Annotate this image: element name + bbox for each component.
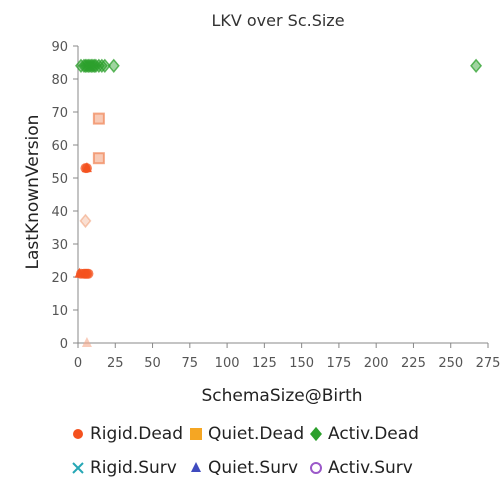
legend-marker-shape xyxy=(310,462,322,474)
y-axis-title: LastKnownVersion xyxy=(23,115,43,270)
y-tick-label: 20 xyxy=(51,271,68,286)
point-quiet-dead xyxy=(92,152,105,165)
y-tick-label: 60 xyxy=(51,139,68,154)
point-activ-dead xyxy=(95,58,108,73)
legend-item: Activ.Dead xyxy=(308,424,428,444)
point-rigid-dead xyxy=(83,268,94,279)
legend-label: Rigid.Surv xyxy=(90,458,177,478)
legend-marker-shape xyxy=(72,462,84,474)
legend-marker-cross xyxy=(72,462,84,474)
x-tick-label: 125 xyxy=(252,356,277,371)
point-quiet-dead xyxy=(92,112,105,125)
y-tick-label: 40 xyxy=(51,205,68,220)
x-tick-label: 75 xyxy=(182,356,199,371)
legend: Rigid.Dead Quiet.Dead Activ.Dead Rigid.Surv… xyxy=(70,424,490,478)
x-tick-label: 250 xyxy=(438,356,463,371)
y-tick-label: 80 xyxy=(51,73,68,88)
legend-label: Rigid.Dead xyxy=(90,424,184,444)
x-tick-label: 275 xyxy=(476,356,500,371)
x-axis-ticks: 0 25 50 75 100 125 150 175 200 225 250 275 xyxy=(74,343,500,371)
y-tick-label: 90 xyxy=(51,40,68,55)
legend-label: Activ.Surv xyxy=(328,458,413,478)
legend-marker-shape xyxy=(73,429,83,439)
point-activ-dead xyxy=(79,213,92,229)
point-activ-dead xyxy=(470,58,483,73)
point-activ-dead xyxy=(98,58,111,73)
y-tick-label: 0 xyxy=(60,337,68,352)
x-tick-label: 175 xyxy=(326,356,351,371)
y-axis-ticks: 0 10 20 30 40 50 60 70 80 90 xyxy=(51,40,78,352)
legend-marker-shape xyxy=(191,462,201,472)
legend-item: Quiet.Dead xyxy=(188,424,308,444)
legend-label: Activ.Dead xyxy=(328,424,419,444)
legend-marker-triangle xyxy=(191,462,201,472)
legend-item: Quiet.Surv xyxy=(188,458,308,478)
x-tick-label: 200 xyxy=(364,356,389,371)
legend-item: Rigid.Surv xyxy=(70,458,188,478)
x-tick-label: 50 xyxy=(144,356,161,371)
x-tick-label: 0 xyxy=(74,356,82,371)
point-quiet-surv xyxy=(81,162,92,173)
x-axis-title: SchemaSize@Birth xyxy=(201,386,362,406)
legend-item: Activ.Surv xyxy=(308,458,428,478)
x-tick-label: 25 xyxy=(107,356,124,371)
y-tick-label: 50 xyxy=(51,172,68,187)
legend-marker-square xyxy=(190,428,202,440)
legend-marker-circle xyxy=(73,429,83,439)
legend-marker-diamond xyxy=(310,426,322,442)
y-tick-label: 70 xyxy=(51,106,68,121)
legend-item: Rigid.Dead xyxy=(70,424,188,444)
data-points xyxy=(74,58,483,347)
point-quiet-surv xyxy=(81,337,92,347)
legend-marker-ring xyxy=(310,462,322,474)
point-activ-dead xyxy=(107,58,120,73)
legend-marker-shape xyxy=(310,426,322,442)
y-tick-label: 30 xyxy=(51,238,68,253)
legend-marker-shape xyxy=(190,428,202,440)
y-tick-label: 10 xyxy=(51,304,68,319)
legend-label: Quiet.Dead xyxy=(208,424,305,444)
x-tick-label: 150 xyxy=(289,356,314,371)
chart-title: LKV over Sc.Size xyxy=(211,11,344,30)
x-tick-label: 225 xyxy=(401,356,426,371)
x-tick-label: 100 xyxy=(215,356,240,371)
point-quiet-surv xyxy=(74,267,85,278)
legend-label: Quiet.Surv xyxy=(208,458,299,478)
